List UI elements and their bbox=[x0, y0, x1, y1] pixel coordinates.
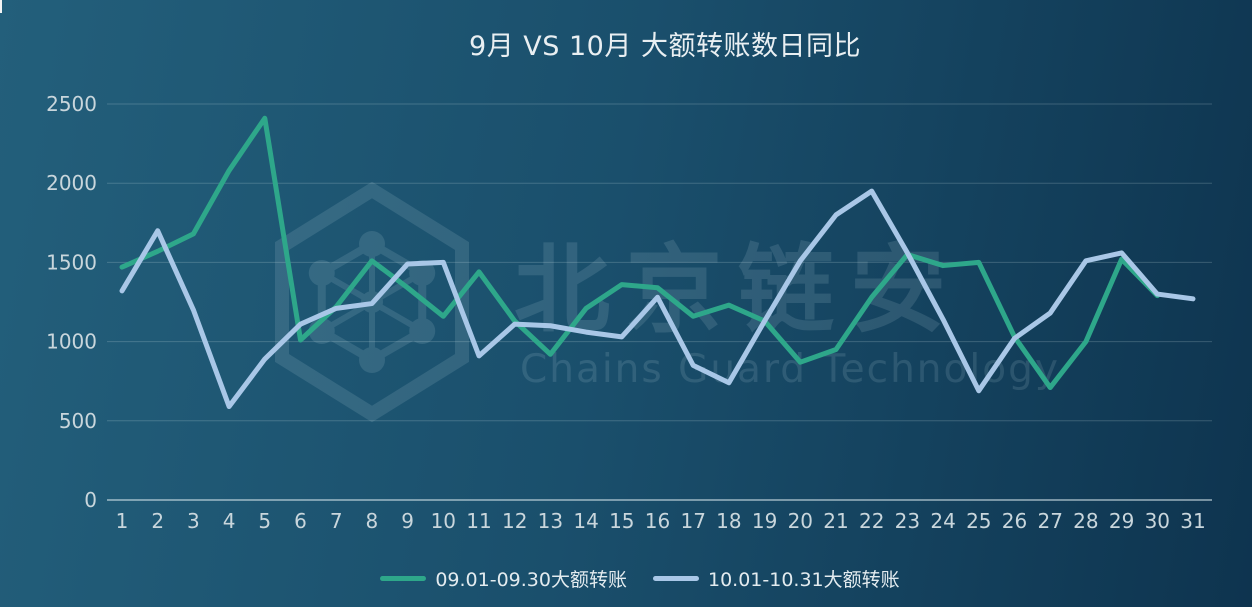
x-tick-label: 7 bbox=[330, 509, 343, 533]
y-tick-label: 0 bbox=[84, 488, 97, 512]
x-tick-label: 30 bbox=[1145, 509, 1170, 533]
x-tick-label: 1 bbox=[116, 509, 129, 533]
legend-swatch-october bbox=[653, 575, 699, 581]
legend-swatch-september bbox=[380, 575, 427, 581]
x-tick-label: 11 bbox=[466, 509, 491, 533]
watermark-shield-icon bbox=[275, 181, 469, 423]
screenshot-edge-artifact bbox=[0, 0, 2, 13]
x-tick-label: 10 bbox=[431, 509, 456, 533]
x-tick-label: 29 bbox=[1109, 509, 1134, 533]
y-tick-label: 1000 bbox=[46, 330, 97, 354]
x-tick-label: 16 bbox=[645, 509, 670, 533]
x-tick-label: 6 bbox=[294, 509, 307, 533]
x-tick-label: 3 bbox=[187, 509, 200, 533]
x-tick-label: 17 bbox=[680, 509, 705, 533]
legend-item-october[interactable]: 10.01-10.31大额转账 bbox=[653, 565, 900, 592]
chart-title: 9月 VS 10月 大额转账数日同比 bbox=[469, 31, 861, 62]
x-tick-label: 21 bbox=[823, 509, 848, 533]
x-tick-label: 27 bbox=[1037, 509, 1062, 533]
x-tick-label: 23 bbox=[895, 509, 920, 533]
x-tick-label: 8 bbox=[366, 509, 379, 533]
x-tick-label: 4 bbox=[223, 509, 236, 533]
x-tick-label: 20 bbox=[788, 509, 813, 533]
y-tick-label: 2000 bbox=[46, 171, 97, 195]
x-tick-label: 5 bbox=[258, 509, 271, 533]
x-tick-label: 14 bbox=[573, 509, 598, 533]
x-tick-label: 26 bbox=[1002, 509, 1027, 533]
x-tick-label: 9 bbox=[401, 509, 414, 533]
x-tick-label: 22 bbox=[859, 509, 884, 533]
series-line-october[interactable] bbox=[119, 188, 1196, 410]
series-line-september[interactable] bbox=[119, 115, 1160, 391]
x-tick-label: 12 bbox=[502, 509, 527, 533]
x-tick-label: 24 bbox=[930, 509, 955, 533]
x-tick-label: 2 bbox=[151, 509, 164, 533]
x-tick-label: 13 bbox=[538, 509, 563, 533]
y-tick-label: 1500 bbox=[46, 250, 97, 274]
chart-legend: 09.01-09.30大额转账 10.01-10.31大额转账 bbox=[28, 563, 1252, 593]
y-tick-label: 2500 bbox=[46, 92, 97, 116]
legend-item-september[interactable]: 09.01-09.30大额转账 bbox=[380, 565, 627, 592]
y-tick-label: 500 bbox=[59, 409, 97, 433]
watermark-brand-text: 北京链安 bbox=[514, 234, 962, 346]
x-tick-label: 28 bbox=[1073, 509, 1098, 533]
x-tick-label: 18 bbox=[716, 509, 741, 533]
x-tick-label: 25 bbox=[966, 509, 991, 533]
legend-label-september: 09.01-09.30大额转账 bbox=[435, 568, 627, 591]
x-tick-label: 31 bbox=[1180, 509, 1205, 533]
legend-label-october: 10.01-10.31大额转账 bbox=[708, 568, 900, 591]
x-tick-label: 15 bbox=[609, 509, 634, 533]
x-tick-label: 19 bbox=[752, 509, 777, 533]
